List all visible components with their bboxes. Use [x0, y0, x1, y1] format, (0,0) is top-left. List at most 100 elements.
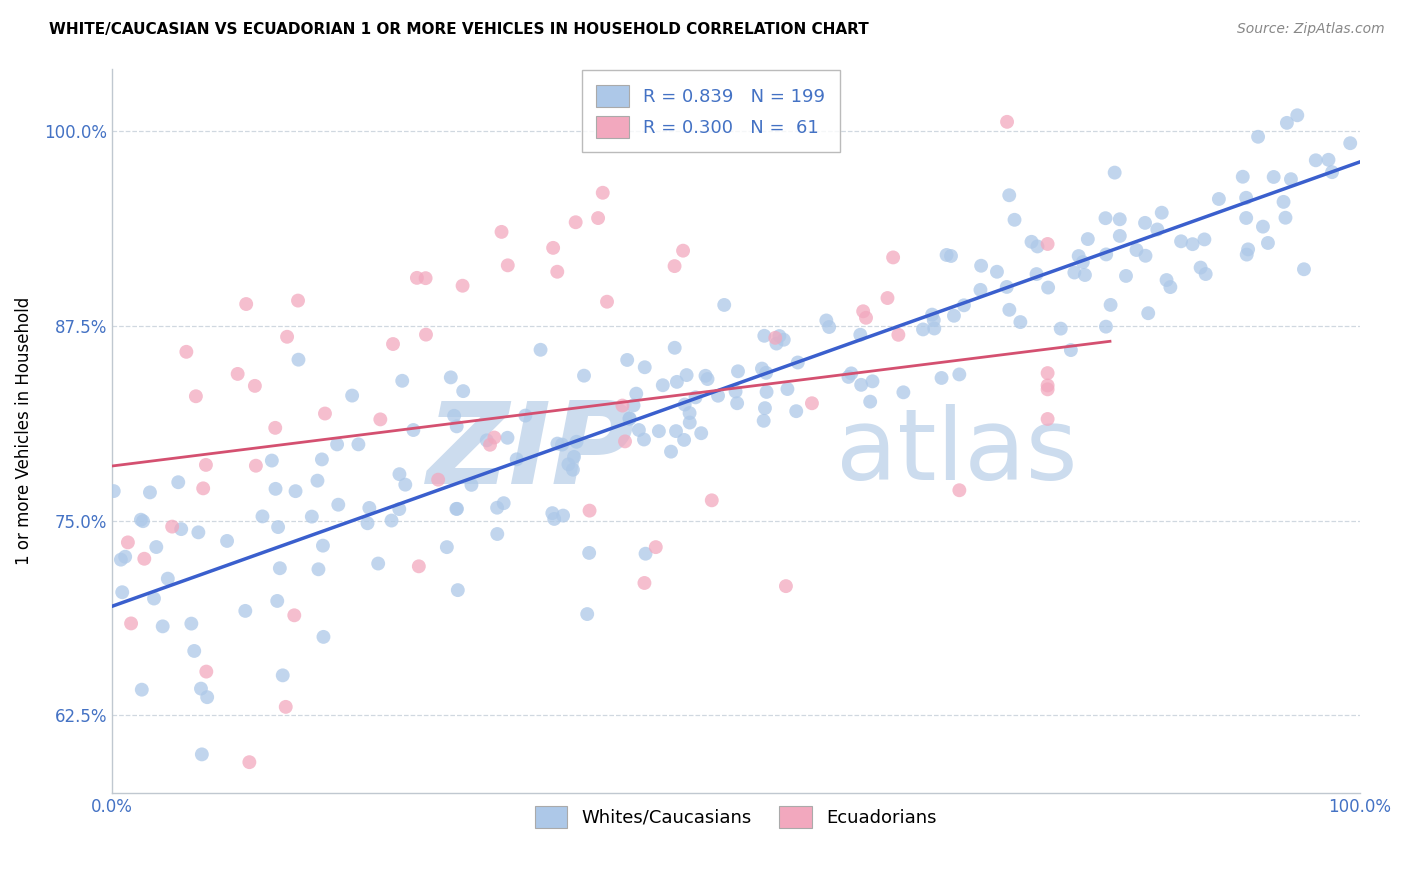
Point — [551, 508, 574, 523]
Point — [1317, 153, 1340, 167]
Point — [948, 483, 970, 498]
Point — [312, 630, 335, 644]
Point — [1247, 129, 1270, 144]
Point — [1237, 243, 1260, 257]
Point — [307, 562, 329, 576]
Point — [117, 535, 139, 549]
Point — [111, 585, 134, 599]
Point — [307, 474, 329, 488]
Point — [623, 398, 645, 412]
Point — [447, 583, 470, 598]
Point — [1095, 319, 1118, 334]
Point — [1036, 412, 1059, 426]
Point — [752, 414, 775, 428]
Point — [942, 309, 965, 323]
Point — [725, 396, 748, 410]
Point — [143, 591, 166, 606]
Point — [380, 514, 402, 528]
Point — [543, 512, 565, 526]
Point — [754, 328, 776, 343]
Point — [564, 215, 586, 229]
Text: Source: ZipAtlas.com: Source: ZipAtlas.com — [1237, 22, 1385, 37]
Point — [1074, 268, 1097, 282]
Text: ZIP: ZIP — [427, 397, 636, 508]
Point — [1021, 235, 1043, 249]
Point — [935, 248, 957, 262]
Point — [1272, 194, 1295, 209]
Point — [755, 366, 778, 380]
Point — [675, 368, 697, 382]
Point — [1279, 172, 1302, 186]
Point — [415, 327, 437, 342]
Point — [651, 378, 673, 392]
Point — [634, 547, 657, 561]
Point — [626, 386, 648, 401]
Point — [233, 604, 256, 618]
Point — [665, 424, 688, 438]
Point — [451, 278, 474, 293]
Point — [1125, 243, 1147, 257]
Point — [139, 485, 162, 500]
Point — [627, 423, 650, 437]
Point — [995, 115, 1018, 129]
Point — [586, 211, 609, 225]
Point — [187, 525, 209, 540]
Point — [673, 398, 696, 412]
Point — [995, 280, 1018, 294]
Point — [1036, 280, 1059, 294]
Point — [837, 370, 859, 384]
Point — [486, 500, 509, 515]
Point — [724, 384, 747, 399]
Point — [751, 361, 773, 376]
Point — [953, 298, 976, 312]
Point — [359, 500, 381, 515]
Point — [368, 412, 391, 426]
Point — [578, 503, 600, 517]
Point — [1251, 219, 1274, 234]
Point — [479, 438, 502, 452]
Point — [633, 433, 655, 447]
Point — [659, 444, 682, 458]
Point — [839, 367, 862, 381]
Point — [191, 747, 214, 762]
Point — [707, 389, 730, 403]
Point — [665, 375, 688, 389]
Point — [245, 458, 267, 473]
Point — [815, 313, 838, 327]
Point — [326, 437, 349, 451]
Point — [1292, 262, 1315, 277]
Point — [1104, 166, 1126, 180]
Point — [911, 322, 934, 336]
Point — [217, 533, 239, 548]
Point — [596, 294, 619, 309]
Point — [633, 576, 655, 591]
Point — [695, 368, 717, 383]
Point — [1181, 237, 1204, 252]
Point — [491, 225, 513, 239]
Point — [572, 368, 595, 383]
Point — [849, 327, 872, 342]
Point — [763, 331, 786, 345]
Point — [388, 467, 411, 482]
Point — [274, 699, 297, 714]
Point — [776, 382, 799, 396]
Point — [1236, 247, 1258, 261]
Point — [1275, 116, 1298, 130]
Point — [460, 478, 482, 492]
Point — [382, 337, 405, 351]
Point — [252, 509, 274, 524]
Point — [998, 302, 1021, 317]
Point — [551, 437, 574, 451]
Point — [264, 421, 287, 435]
Point — [672, 244, 695, 258]
Point — [970, 259, 993, 273]
Point — [1099, 298, 1122, 312]
Point — [614, 434, 637, 449]
Point — [664, 341, 686, 355]
Point — [446, 419, 468, 434]
Point — [768, 329, 790, 343]
Point — [1071, 255, 1094, 269]
Point — [754, 401, 776, 416]
Point — [110, 552, 132, 566]
Point — [312, 539, 335, 553]
